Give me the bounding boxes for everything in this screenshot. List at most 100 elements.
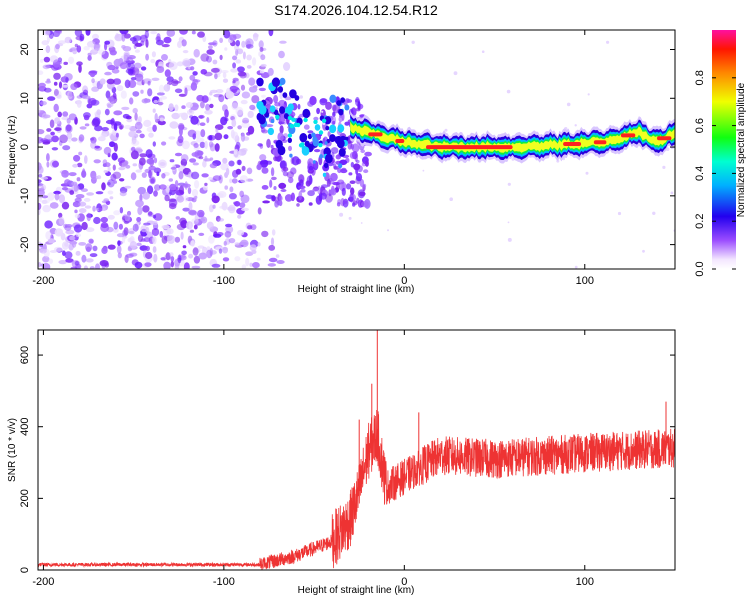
transition-blob [298,190,303,201]
noise-blob [78,201,87,207]
noise-blob [178,171,184,180]
noise-blob [95,191,104,195]
noise-blob [74,213,80,219]
early-track-blob [269,105,276,113]
noise-blob [96,175,102,180]
noise-blob [238,241,248,246]
noise-blob [189,74,196,81]
noise-blob [212,204,216,209]
noise-blob [197,31,205,38]
sparse-dot [507,221,510,224]
track-peak [620,133,636,138]
noise-blob [38,165,44,174]
noise-blob [91,78,95,84]
noise-blob [132,35,142,41]
noise-blob [132,91,140,97]
noise-blob [237,229,245,236]
noise-blob [222,246,229,254]
sparse-dot [321,110,324,113]
noise-blob [198,156,204,160]
noise-blob [139,133,145,139]
noise-blob [235,168,242,175]
noise-blob [81,170,87,178]
transition-blob [308,202,313,206]
noise-blob [115,66,119,70]
noise-blob [198,115,204,119]
noise-blob [164,194,170,202]
noise-blob [152,246,157,253]
early-track-blob [324,116,332,125]
noise-blob [156,33,161,41]
noise-blob [117,240,121,247]
noise-blob [139,153,148,158]
noise-blob [161,141,167,146]
noise-blob [123,227,129,236]
noise-blob [241,91,251,99]
sparse-dot [299,95,304,99]
noise-blob [79,33,85,42]
noise-blob [198,252,208,260]
noise-blob [51,135,59,143]
noise-blob [176,187,180,194]
noise-blob [58,212,63,218]
noise-blob [113,180,118,184]
noise-blob [177,40,182,49]
snr-y-tick-label: 200 [19,489,31,507]
noise-blob [131,139,140,146]
noise-blob [181,250,187,256]
early-track-blob [267,127,274,136]
transition-blob [262,200,270,204]
noise-blob [124,185,132,189]
noise-blob [237,159,242,166]
noise-blob [107,103,112,109]
noise-blob [86,192,94,196]
noise-blob [179,185,184,195]
sparse-dot [348,216,352,220]
noise-blob [104,40,111,45]
noise-blob [204,155,208,162]
transition-blob [273,95,279,104]
transition-blob [303,124,310,130]
noise-blob [126,56,134,64]
noise-blob [185,102,193,108]
noise-blob [44,87,52,93]
noise-blob [64,179,71,186]
transition-blob [349,180,356,184]
noise-blob [161,173,166,179]
noise-blob [69,190,75,195]
noise-blob [161,224,170,230]
noise-blob [193,143,199,148]
noise-blob [232,100,238,109]
noise-blob [153,213,163,221]
noise-blob [76,177,81,182]
noise-blob [239,202,246,209]
transition-blob [361,200,369,208]
noise-blob [222,78,229,83]
early-track-blob [283,113,289,120]
noise-blob [45,231,52,240]
noise-blob [38,202,42,210]
transition-blob [260,126,266,133]
noise-blob [119,30,129,35]
noise-blob [197,209,205,218]
noise-blob [134,121,143,130]
noise-blob [224,231,232,238]
noise-blob [62,111,69,117]
noise-blob [85,30,91,36]
noise-blob [94,125,103,132]
transition-blob [261,167,269,174]
early-track-blob [337,124,345,133]
noise-blob [70,83,78,91]
track-band-yellow [350,121,675,153]
noise-blob [168,136,176,140]
noise-blob [81,95,91,100]
noise-blob [104,108,110,116]
noise-blob [78,151,83,156]
noise-blob [209,247,213,257]
noise-blob [132,223,139,232]
noise-blob [215,89,224,94]
noise-blob [158,84,165,94]
noise-blob [258,40,264,49]
transition-blob [360,149,366,154]
